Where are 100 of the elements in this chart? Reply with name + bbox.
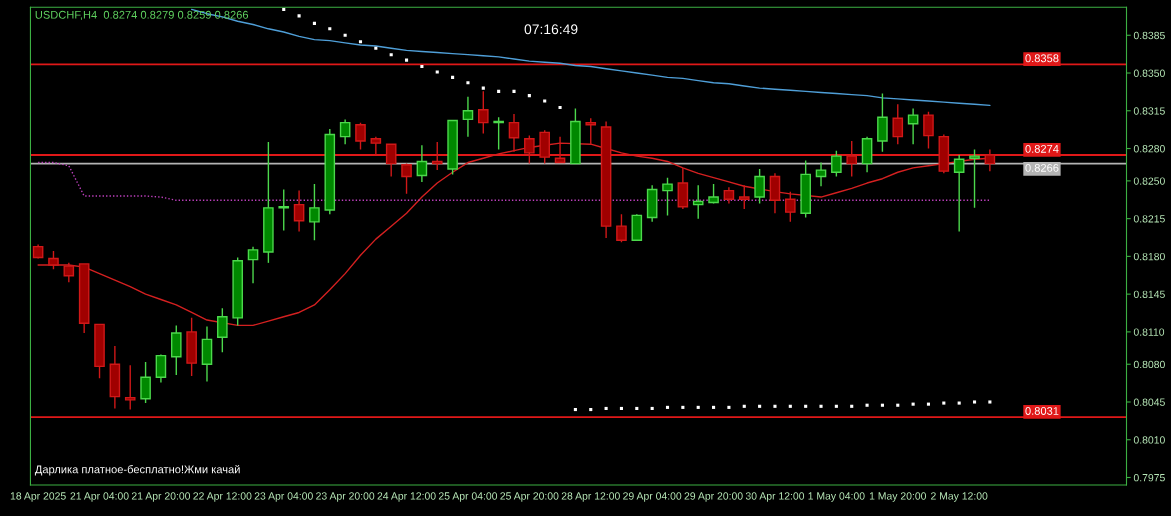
point	[481, 86, 485, 90]
y-tick-label: 0.8280	[1133, 145, 1165, 153]
candlestick	[431, 141, 443, 171]
point	[773, 404, 777, 408]
point	[926, 402, 931, 406]
point	[604, 406, 608, 411]
candlestick	[907, 107, 919, 145]
y-tick-label: 0.8045	[1133, 398, 1165, 406]
x-tick-label: 30 Apr 12:00	[745, 492, 805, 502]
point	[880, 403, 884, 407]
x-tick-label: 1 May 04:00	[808, 492, 865, 502]
y-tick-label: 0.8080	[1133, 360, 1165, 369]
y-tick-label: 0.8010	[1133, 436, 1165, 444]
point	[911, 402, 915, 406]
y-tick-label: 0.8385	[1133, 31, 1165, 40]
point	[972, 400, 977, 404]
point	[635, 406, 639, 411]
point	[665, 405, 670, 409]
point	[988, 400, 992, 404]
point	[420, 64, 424, 69]
x-tick-label: 23 Apr 20:00	[316, 492, 375, 502]
point	[451, 75, 455, 79]
x-tick-label: 18 Apr 2025	[10, 492, 66, 502]
candlestick	[416, 144, 428, 183]
y-tick-label: 0.8145	[1133, 290, 1165, 299]
candlestick	[708, 183, 719, 205]
candlestick	[662, 176, 673, 217]
point	[466, 81, 470, 85]
point	[328, 27, 332, 31]
point	[712, 405, 716, 409]
point	[343, 33, 347, 37]
point	[374, 46, 378, 50]
point	[650, 406, 654, 411]
candlestick	[831, 149, 842, 178]
candlestick	[616, 213, 627, 244]
candlestick	[217, 307, 228, 354]
candlestick	[769, 172, 781, 214]
x-tick-label: 1 May 20:00	[869, 492, 927, 502]
y-tick-label: 0.8315	[1133, 107, 1165, 115]
candlestick	[462, 96, 474, 138]
annotation: 07:16:49	[524, 24, 578, 35]
point	[696, 405, 700, 409]
ref-line-label: 0.8274	[1025, 144, 1059, 153]
x-tick-label: 21 Apr 04:00	[70, 492, 129, 502]
point	[957, 401, 961, 405]
candlestick	[124, 364, 136, 411]
point	[850, 404, 854, 408]
candlestick	[754, 168, 765, 205]
candlestick	[953, 154, 965, 233]
candlestick	[877, 92, 888, 153]
x-tick-label: 21 Apr 20:00	[131, 492, 191, 502]
point	[942, 401, 946, 405]
candlestick	[170, 324, 182, 376]
candlestick	[140, 361, 151, 404]
point	[804, 404, 808, 408]
x-tick-label: 25 Apr 20:00	[500, 492, 559, 502]
candlestick	[846, 140, 858, 178]
x-tick-label: 25 Apr 04:00	[438, 492, 498, 502]
point	[312, 21, 316, 25]
candlestick	[293, 189, 305, 233]
ref-line-label: 0.8266	[1025, 163, 1059, 172]
candlestick	[355, 121, 366, 151]
candlestick	[815, 161, 827, 187]
point	[727, 405, 731, 409]
candlestick	[477, 90, 489, 135]
y-tick-label: 0.8250	[1133, 177, 1165, 185]
point	[681, 405, 685, 409]
point	[819, 404, 823, 408]
candlestick	[339, 118, 351, 145]
candlestick	[385, 143, 397, 178]
point	[282, 7, 286, 11]
point	[896, 403, 900, 407]
point	[297, 14, 301, 18]
candlestick	[969, 148, 980, 209]
candlestick	[692, 184, 704, 220]
candlestick	[155, 353, 167, 384]
y-tick-label: 0.8350	[1133, 69, 1165, 77]
point	[389, 53, 393, 57]
point	[358, 40, 363, 44]
candlestick	[63, 262, 75, 283]
candlestick	[677, 167, 689, 210]
candlestick	[923, 111, 934, 150]
point	[558, 105, 562, 110]
candlestick	[493, 116, 504, 151]
x-tick-label: 23 Apr 04:00	[254, 492, 313, 502]
point	[589, 407, 593, 412]
candlestick	[370, 135, 382, 156]
candlestick	[48, 250, 59, 271]
point	[404, 58, 409, 62]
point	[435, 70, 439, 74]
ref-line-label: 0.8031	[1025, 407, 1059, 415]
x-tick-label: 22 Apr 12:00	[193, 492, 252, 502]
point	[497, 89, 501, 93]
candlestick	[738, 184, 750, 210]
ref-line-label: 0.8358	[1025, 54, 1059, 63]
candlestick	[892, 103, 904, 145]
point	[865, 403, 869, 407]
point	[543, 99, 547, 103]
point	[834, 404, 838, 408]
y-tick-label: 0.7975	[1133, 473, 1165, 482]
